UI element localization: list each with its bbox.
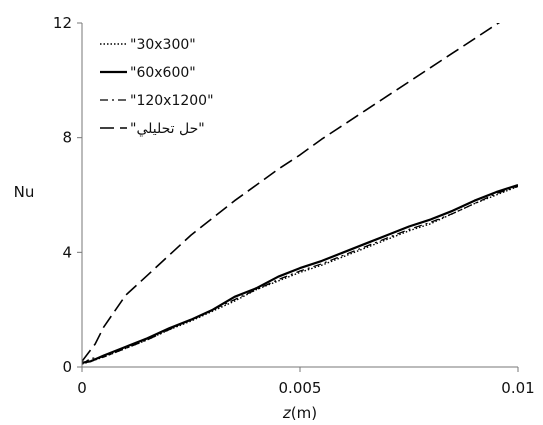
legend: "30x300" "60x600" "120x1200" "حل تحليلي" xyxy=(100,37,214,137)
legend-label-0: "30x300" xyxy=(130,37,196,53)
x-tick-label: 0.01 xyxy=(501,379,534,397)
series-layer xyxy=(82,23,518,365)
ticks-layer: 0 4 8 12 0 0.005 0.01 xyxy=(53,14,535,397)
x-axis-label-unit: (m) xyxy=(291,404,317,422)
x-tick-label: 0 xyxy=(77,379,87,397)
series-line-3 xyxy=(82,23,501,362)
y-tick-label: 0 xyxy=(62,358,72,376)
legend-label-1: "60x600" xyxy=(130,65,196,81)
y-tick-label: 8 xyxy=(62,129,72,147)
legend-label-2: "120x1200" xyxy=(130,93,214,109)
y-axis-label: Nu xyxy=(14,183,35,201)
legend-label-3: "حل تحليلي" xyxy=(130,121,205,137)
x-axis-label-var: z xyxy=(282,404,292,422)
x-tick-label: 0.005 xyxy=(279,379,322,397)
y-tick-label: 12 xyxy=(53,14,72,32)
y-tick-label: 4 xyxy=(62,243,72,261)
x-axis-label: z(m) xyxy=(282,404,317,422)
series-line-2 xyxy=(82,185,518,365)
series-line-0 xyxy=(82,185,518,365)
series-line-1 xyxy=(82,183,518,364)
